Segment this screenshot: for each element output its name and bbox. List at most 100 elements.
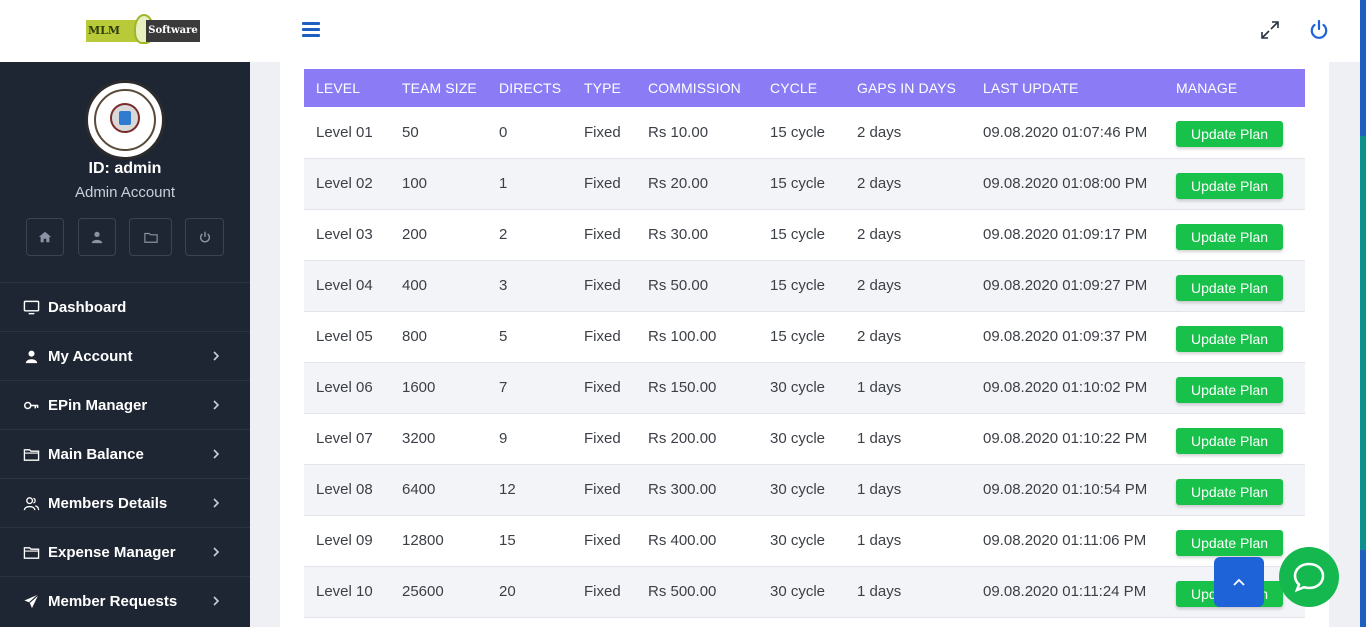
column-header: LAST UPDATE <box>983 80 1079 96</box>
gaps-cell: 2 days <box>857 175 902 192</box>
brand-logo[interactable]: MLM Software <box>86 14 200 48</box>
update-plan-button[interactable]: Update Plan <box>1176 427 1283 454</box>
column-header: TYPE <box>584 80 621 96</box>
nav-divider <box>0 380 250 381</box>
sidebar-item-my-account[interactable]: My Account <box>0 332 250 380</box>
level-cell: Level 07 <box>316 430 373 447</box>
last-update-cell: 09.08.2020 01:10:22 PM <box>983 430 1148 447</box>
update-plan-button[interactable]: Update Plan <box>1176 121 1283 148</box>
update-plan-button[interactable]: Update Plan <box>1176 172 1283 199</box>
update-plan-button[interactable]: Update Plan <box>1176 376 1283 403</box>
user-id: ID: admin <box>88 160 162 177</box>
commission-cell: Rs 30.00 <box>648 226 709 243</box>
logout-button[interactable] <box>185 218 224 256</box>
team-size-cell: 50 <box>402 123 419 141</box>
power-icon <box>199 231 210 243</box>
level-cell: Level 04 <box>316 277 373 294</box>
commission-cell: Rs 400.00 <box>648 532 717 549</box>
chevron-right-icon <box>213 596 220 606</box>
table-row: Level 05 800 5 Fixed Rs 100.00 15 cycle 2 days… <box>304 311 1305 362</box>
files-button[interactable] <box>129 218 172 256</box>
last-update-cell: 09.08.2020 01:09:17 PM <box>983 226 1148 243</box>
update-plan-button[interactable]: Update Plan <box>1176 274 1283 301</box>
fullscreen-icon[interactable] <box>1260 20 1280 40</box>
content-card <box>280 62 1329 627</box>
folder-icon <box>22 445 40 463</box>
type-cell: Fixed <box>584 175 621 192</box>
cycle-cell: 30 cycle <box>770 583 826 600</box>
table-row: Level 03 200 2 Fixed Rs 30.00 15 cycle 2 days 0… <box>304 209 1305 260</box>
page-scrollbar[interactable] <box>1360 0 1366 627</box>
team-size-cell: 6400 <box>402 481 436 498</box>
team-size-cell: 400 <box>402 277 428 294</box>
sidebar-item-label: My Account <box>48 347 133 365</box>
manage-cell: Update Plan <box>1164 260 1305 311</box>
chevron-right-icon <box>213 351 220 361</box>
manage-cell: Update Plan <box>1164 311 1305 362</box>
chevron-right-icon <box>213 449 220 459</box>
commission-cell: Rs 20.00 <box>648 175 709 192</box>
chevron-right-icon <box>213 400 220 410</box>
scrollbar-thumb[interactable] <box>1360 0 1366 136</box>
level-cell: Level 02 <box>316 175 373 192</box>
update-plan-button[interactable]: Update Plan <box>1176 478 1283 505</box>
nav-divider <box>0 331 250 332</box>
team-size-cell: 1600 <box>402 379 436 396</box>
table-row: Level 06 1600 7 Fixed Rs 150.00 30 cycle 1 day… <box>304 362 1305 413</box>
sidebar: MLM Software ID: admin Admin Account Das… <box>0 0 250 627</box>
sidebar-item-epin-manager[interactable]: EPin Manager <box>0 381 250 429</box>
nav-divider <box>0 527 250 528</box>
directs-cell: 20 <box>499 583 516 600</box>
power-icon[interactable] <box>1309 19 1329 41</box>
team-size-cell: 800 <box>402 328 428 345</box>
cycle-cell: 30 cycle <box>770 481 826 498</box>
level-cell: Level 09 <box>316 532 373 549</box>
cycle-cell: 30 cycle <box>770 532 826 549</box>
commission-cell: Rs 300.00 <box>648 481 717 498</box>
gaps-cell: 1 days <box>857 532 902 549</box>
user-icon <box>22 347 40 365</box>
commission-cell: Rs 500.00 <box>648 583 717 600</box>
chat-button[interactable] <box>1279 547 1339 607</box>
home-button[interactable] <box>26 218 64 256</box>
back-to-top-button[interactable] <box>1214 557 1264 607</box>
last-update-cell: 09.08.2020 01:09:27 PM <box>983 277 1148 294</box>
update-plan-button[interactable]: Update Plan <box>1176 223 1283 250</box>
users-icon <box>22 494 40 512</box>
sidebar-item-member-requests[interactable]: Member Requests <box>0 577 250 625</box>
column-header: TEAM SIZE <box>402 80 477 96</box>
level-cell: Level 08 <box>316 481 373 498</box>
sidebar-item-dashboard[interactable]: Dashboard <box>0 283 250 331</box>
home-icon <box>38 231 52 243</box>
level-cell: Level 01 <box>316 123 373 141</box>
sidebar-item-members-details[interactable]: Members Details <box>0 479 250 527</box>
column-header: DIRECTS <box>499 80 562 96</box>
team-size-cell: 25600 <box>402 583 444 600</box>
column-header: GAPS IN DAYS <box>857 80 956 96</box>
sidebar-item-label: Member Requests <box>48 592 178 610</box>
team-size-cell: 200 <box>402 226 428 243</box>
table-row: Level 09 12800 15 Fixed Rs 400.00 30 cycle 1 d… <box>304 515 1305 566</box>
topbar <box>250 0 1360 62</box>
menu-toggle-icon[interactable] <box>302 22 320 38</box>
nav-divider <box>0 478 250 479</box>
level-cell: Level 10 <box>316 583 373 600</box>
sidebar-item-expense-manager[interactable]: Expense Manager <box>0 528 250 576</box>
chat-icon <box>1293 562 1325 593</box>
update-plan-button[interactable]: Update Plan <box>1176 529 1283 556</box>
directs-cell: 1 <box>499 175 508 192</box>
sidebar-item-main-balance[interactable]: Main Balance <box>0 430 250 478</box>
directs-cell: 2 <box>499 226 508 243</box>
table-row: Level 07 3200 9 Fixed Rs 200.00 30 cycle 1 day… <box>304 413 1305 464</box>
key-icon <box>22 396 40 414</box>
directs-cell: 7 <box>499 379 508 396</box>
scrollbar-lower <box>1360 550 1366 627</box>
level-cell: Level 05 <box>316 328 373 345</box>
type-cell: Fixed <box>584 532 621 549</box>
sidebar-item-label: EPin Manager <box>48 396 148 414</box>
cycle-cell: 15 cycle <box>770 277 826 294</box>
cycle-cell: 15 cycle <box>770 226 826 243</box>
profile-button[interactable] <box>78 218 116 256</box>
commission-cell: Rs 50.00 <box>648 277 709 294</box>
update-plan-button[interactable]: Update Plan <box>1176 325 1283 352</box>
